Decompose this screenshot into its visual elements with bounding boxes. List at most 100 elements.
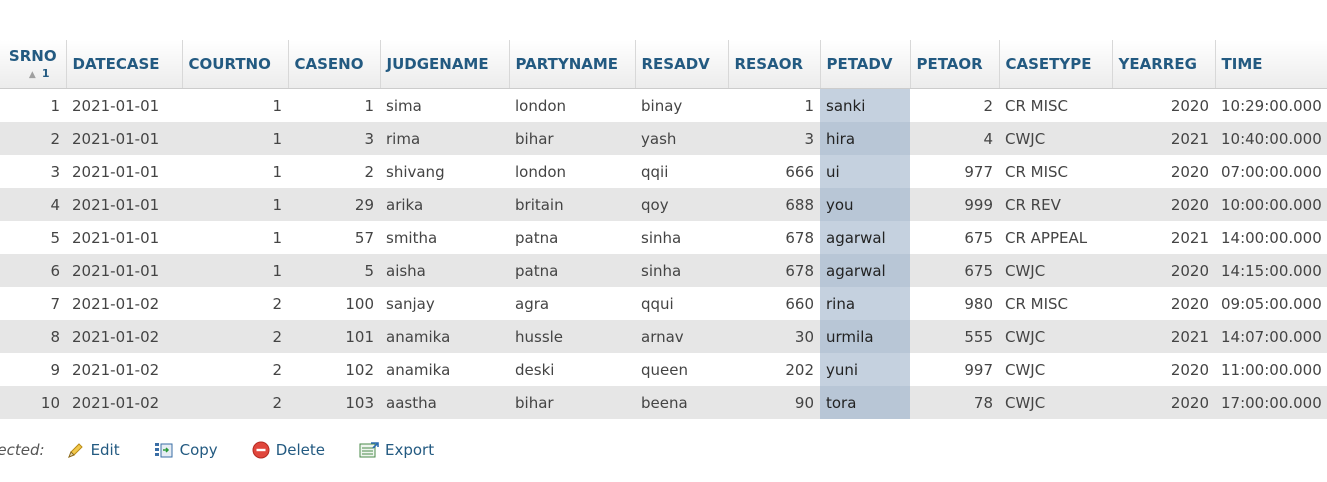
- table-row[interactable]: 3 2021-01-01 1 2 shivang london qqii 666 ui 977 CR…: [0, 155, 1327, 188]
- column-header-judgename[interactable]: JUDGENAME: [380, 40, 510, 89]
- cell-resadv[interactable]: yash: [635, 122, 728, 155]
- cell-partyname[interactable]: bihar: [509, 122, 635, 155]
- column-header-yearreg[interactable]: YEARREG: [1112, 40, 1216, 89]
- cell-judgename[interactable]: aisha: [380, 254, 509, 287]
- cell-caseno[interactable]: 29: [288, 188, 380, 221]
- table-row[interactable]: 8 2021-01-02 2 101 anamika hussle arnav 30 urmil…: [0, 320, 1327, 353]
- cell-resaor[interactable]: 688: [728, 188, 820, 221]
- cell-yearreg[interactable]: 2020: [1112, 386, 1215, 419]
- cell-petadv[interactable]: agarwal: [820, 254, 910, 287]
- cell-time[interactable]: 14:00:00.000: [1215, 221, 1327, 254]
- cell-time[interactable]: 09:05:00.000: [1215, 287, 1327, 320]
- cell-petaor[interactable]: 2: [910, 88, 999, 122]
- cell-resaor[interactable]: 202: [728, 353, 820, 386]
- cell-datecase[interactable]: 2021-01-02: [66, 287, 182, 320]
- delete-button[interactable]: Delete: [252, 441, 325, 459]
- cell-yearreg[interactable]: 2020: [1112, 287, 1215, 320]
- cell-courtno[interactable]: 1: [182, 221, 288, 254]
- cell-yearreg[interactable]: 2021: [1112, 122, 1215, 155]
- column-header-datecase[interactable]: DATECASE: [66, 40, 183, 89]
- cell-judgename[interactable]: sima: [380, 88, 509, 122]
- cell-caseno[interactable]: 103: [288, 386, 380, 419]
- cell-partyname[interactable]: patna: [509, 254, 635, 287]
- cell-yearreg[interactable]: 2020: [1112, 155, 1215, 188]
- cell-yearreg[interactable]: 2020: [1112, 88, 1215, 122]
- cell-casetype[interactable]: CR REV: [999, 188, 1112, 221]
- cell-judgename[interactable]: arika: [380, 188, 509, 221]
- cell-judgename[interactable]: smitha: [380, 221, 509, 254]
- cell-resadv[interactable]: qqui: [635, 287, 728, 320]
- cell-judgename[interactable]: anamika: [380, 353, 509, 386]
- cell-yearreg[interactable]: 2021: [1112, 221, 1215, 254]
- cell-time[interactable]: 10:00:00.000: [1215, 188, 1327, 221]
- cell-datecase[interactable]: 2021-01-01: [66, 221, 182, 254]
- cell-resadv[interactable]: qoy: [635, 188, 728, 221]
- cell-partyname[interactable]: patna: [509, 221, 635, 254]
- column-header-partyname[interactable]: PARTYNAME: [509, 40, 636, 89]
- cell-petadv[interactable]: ui: [820, 155, 910, 188]
- cell-caseno[interactable]: 101: [288, 320, 380, 353]
- cell-partyname[interactable]: bihar: [509, 386, 635, 419]
- cell-judgename[interactable]: rima: [380, 122, 509, 155]
- cell-resadv[interactable]: queen: [635, 353, 728, 386]
- cell-resaor[interactable]: 1: [728, 88, 820, 122]
- cell-resadv[interactable]: qqii: [635, 155, 728, 188]
- cell-petaor[interactable]: 977: [910, 155, 999, 188]
- cell-caseno[interactable]: 57: [288, 221, 380, 254]
- cell-resadv[interactable]: binay: [635, 88, 728, 122]
- column-header-label[interactable]: SRNO: [8, 46, 57, 65]
- cell-resadv[interactable]: arnav: [635, 320, 728, 353]
- export-label[interactable]: Export: [384, 441, 435, 459]
- column-header-time[interactable]: TIME: [1215, 40, 1327, 89]
- cell-petadv[interactable]: agarwal: [820, 221, 910, 254]
- column-header-petaor[interactable]: PETAOR: [910, 40, 1000, 89]
- cell-resaor[interactable]: 678: [728, 221, 820, 254]
- column-header-casetype[interactable]: CASETYPE: [999, 40, 1113, 89]
- column-header-petadv[interactable]: PETADV: [820, 40, 911, 89]
- cell-casetype[interactable]: CR MISC: [999, 287, 1112, 320]
- cell-courtno[interactable]: 1: [182, 188, 288, 221]
- cell-resaor[interactable]: 666: [728, 155, 820, 188]
- cell-yearreg[interactable]: 2020: [1112, 188, 1215, 221]
- cell-caseno[interactable]: 102: [288, 353, 380, 386]
- cell-petadv[interactable]: hira: [820, 122, 910, 155]
- cell-resaor[interactable]: 678: [728, 254, 820, 287]
- cell-time[interactable]: 17:00:00.000: [1215, 386, 1327, 419]
- cell-srno[interactable]: 5: [0, 221, 66, 254]
- table-row[interactable]: 5 2021-01-01 1 57 smitha patna sinha 678 agarwal…: [0, 221, 1327, 254]
- cell-judgename[interactable]: shivang: [380, 155, 509, 188]
- column-header-caseno[interactable]: CASENO: [288, 40, 381, 89]
- cell-judgename[interactable]: sanjay: [380, 287, 509, 320]
- cell-srno[interactable]: 3: [0, 155, 66, 188]
- cell-judgename[interactable]: anamika: [380, 320, 509, 353]
- cell-time[interactable]: 14:07:00.000: [1215, 320, 1327, 353]
- cell-casetype[interactable]: CWJC: [999, 122, 1112, 155]
- column-header-courtno[interactable]: COURTNO: [182, 40, 289, 89]
- cell-partyname[interactable]: britain: [509, 188, 635, 221]
- cell-judgename[interactable]: aastha: [380, 386, 509, 419]
- cell-petadv[interactable]: rina: [820, 287, 910, 320]
- cell-petadv[interactable]: you: [820, 188, 910, 221]
- cell-casetype[interactable]: CWJC: [999, 353, 1112, 386]
- cell-datecase[interactable]: 2021-01-01: [66, 155, 182, 188]
- cell-yearreg[interactable]: 2021: [1112, 320, 1215, 353]
- cell-datecase[interactable]: 2021-01-02: [66, 320, 182, 353]
- table-row[interactable]: 7 2021-01-02 2 100 sanjay agra qqui 660 rina 980 C…: [0, 287, 1327, 320]
- copy-label[interactable]: Copy: [179, 441, 218, 459]
- cell-petaor[interactable]: 999: [910, 188, 999, 221]
- cell-petaor[interactable]: 675: [910, 221, 999, 254]
- cell-petaor[interactable]: 555: [910, 320, 999, 353]
- cell-caseno[interactable]: 100: [288, 287, 380, 320]
- cell-partyname[interactable]: hussle: [509, 320, 635, 353]
- cell-courtno[interactable]: 2: [182, 386, 288, 419]
- edit-label[interactable]: Edit: [90, 441, 120, 459]
- cell-petaor[interactable]: 78: [910, 386, 999, 419]
- cell-time[interactable]: 10:29:00.000: [1215, 88, 1327, 122]
- cell-casetype[interactable]: CWJC: [999, 320, 1112, 353]
- cell-srno[interactable]: 1: [0, 88, 66, 122]
- column-header-resaor[interactable]: RESAOR: [728, 40, 821, 89]
- cell-srno[interactable]: 10: [0, 386, 66, 419]
- cell-srno[interactable]: 8: [0, 320, 66, 353]
- cell-partyname[interactable]: deski: [509, 353, 635, 386]
- cell-datecase[interactable]: 2021-01-02: [66, 353, 182, 386]
